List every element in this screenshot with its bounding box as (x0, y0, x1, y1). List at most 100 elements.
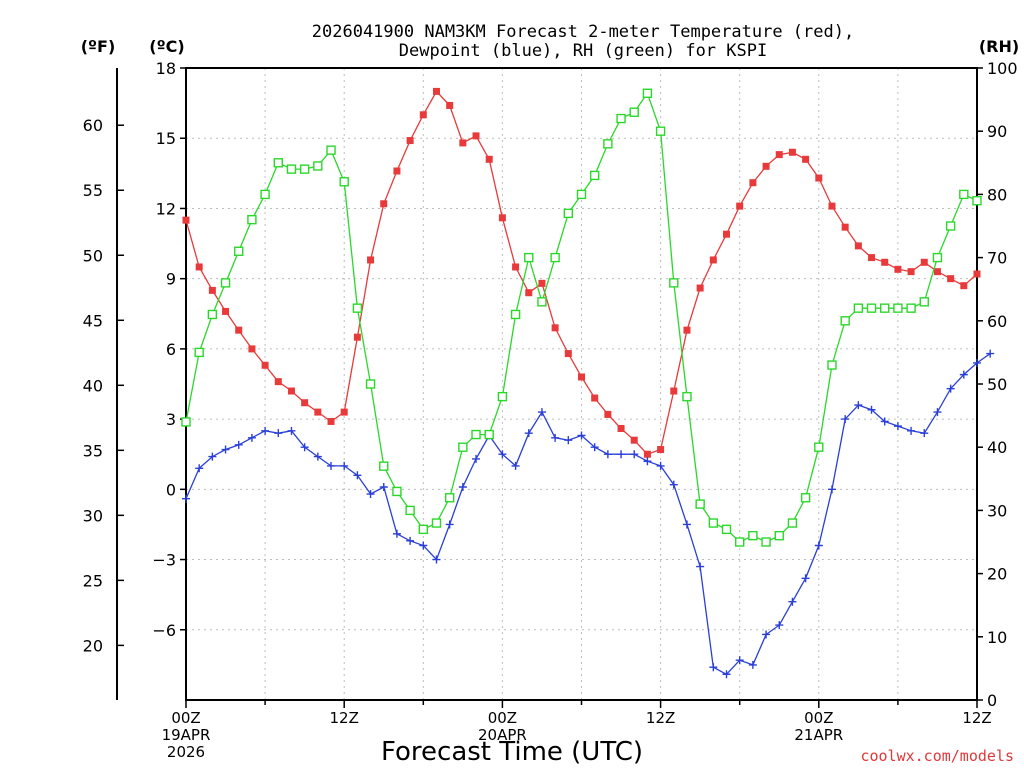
dewpoint-point (841, 415, 850, 424)
dewpoint-point (247, 433, 256, 442)
dewpoint-point (603, 450, 612, 459)
temperature-point (235, 326, 243, 334)
temperature-point (485, 155, 493, 163)
series-dewpoint (182, 349, 995, 679)
celsius-tick-label: −3 (152, 551, 176, 570)
celsius-tick-label: 18 (156, 59, 176, 78)
rh-tick-label: 20 (987, 565, 1007, 584)
rh-point (431, 518, 442, 528)
rh-point (471, 429, 481, 440)
temperature-point (775, 151, 783, 159)
temperature-point (578, 373, 585, 381)
rh-point (880, 303, 890, 313)
temperature-point (841, 223, 849, 231)
dewpoint-point (814, 541, 823, 550)
dewpoint-point (353, 471, 362, 480)
dewpoint-point (234, 440, 243, 449)
rh-point (748, 530, 758, 541)
x-tick-label: 00Z (171, 709, 200, 727)
dewpoint-point (472, 454, 481, 463)
fahrenheit-tick-label: 60 (83, 116, 103, 135)
dewpoint-point (973, 358, 981, 367)
fahrenheit-tick-label: 50 (83, 246, 103, 265)
temperature-point (802, 155, 810, 163)
fahrenheit-axis-unit: (ºF) (81, 37, 116, 56)
dewpoint-point (656, 461, 665, 470)
rh-point (787, 518, 798, 528)
dewpoint-point (406, 536, 415, 545)
temperature-point (788, 148, 796, 156)
temperature-point (894, 265, 902, 273)
rh-tick-label: 40 (987, 438, 1007, 457)
rh-tick-label: 70 (987, 249, 1007, 268)
dewpoint-point (788, 597, 797, 606)
temperature-point (749, 179, 757, 187)
data-series (181, 87, 995, 679)
rh-point (814, 442, 824, 452)
rh-point (576, 189, 587, 200)
gridlines (186, 68, 977, 700)
dewpoint-point (221, 445, 230, 454)
dewpoint-point (801, 574, 810, 583)
temperature-point (446, 101, 454, 109)
temperature-point (498, 214, 506, 222)
celsius-tick-label: −6 (152, 621, 176, 640)
dewpoint-point (920, 429, 929, 438)
rh-point (299, 164, 310, 174)
dewpoint-point (577, 431, 586, 440)
dewpoint-point (775, 621, 784, 630)
x-tick-label: 19APR (162, 726, 211, 744)
dewpoint-point (682, 520, 691, 529)
dewpoint-point (511, 461, 520, 470)
temperature-point (604, 410, 612, 418)
x-tick-label: 00Z (804, 709, 833, 727)
rh-point (853, 303, 864, 313)
rh-point (721, 524, 732, 535)
rh-point (682, 391, 692, 402)
rh-tick-label: 30 (987, 501, 1007, 520)
plot-frame (185, 67, 978, 701)
temperature-point (512, 263, 520, 271)
x-tick-label: 12Z (962, 709, 991, 727)
dewpoint-point (722, 670, 731, 679)
rh-point (629, 107, 639, 117)
rh-point (563, 208, 574, 219)
temperature-point (881, 258, 889, 266)
fahrenheit-tick-label: 55 (83, 181, 103, 200)
temperature-point (353, 333, 361, 341)
axes (116, 67, 983, 708)
rh-tick-label: 0 (987, 691, 997, 710)
temperature-point (868, 254, 876, 262)
dewpoint-point (893, 422, 902, 431)
rh-tick-label: 60 (987, 312, 1007, 331)
temperature-point (591, 394, 599, 402)
rh-point (616, 113, 626, 124)
dewpoint-point (445, 520, 454, 529)
temperature-point (709, 256, 717, 264)
dewpoint-point (880, 417, 889, 426)
dewpoint-point (551, 433, 560, 442)
rh-point (392, 486, 402, 497)
dewpoint-point (327, 461, 336, 470)
rh-point (260, 189, 270, 200)
dewpoint-point (643, 457, 652, 466)
temperature-point (248, 345, 256, 353)
rh-point (774, 530, 784, 541)
rh-point (972, 196, 982, 206)
dewpoint-point (458, 482, 467, 491)
temperature-point (920, 258, 928, 266)
x-tick-label: 12Z (646, 709, 675, 727)
tick-labels: −6 −3 0 3 6 9 12 15 18 20 25 30 35 40 45 50 55 60 0 10 20 30 4… (83, 59, 1018, 761)
celsius-tick-label: 0 (166, 480, 176, 499)
rh-point (708, 518, 719, 528)
rh-point (761, 537, 771, 547)
chart-title-line-2: Dewpoint (blue), RH (green) for KSPI (399, 41, 767, 61)
dewpoint-point (564, 436, 573, 445)
temperature-point (736, 202, 744, 210)
temperature-point (657, 446, 665, 454)
celsius-tick-label: 6 (166, 340, 176, 359)
dewpoint-line (185, 353, 991, 676)
temperature-point (274, 378, 282, 386)
dewpoint-point (524, 429, 533, 438)
temperature-point (432, 87, 440, 95)
